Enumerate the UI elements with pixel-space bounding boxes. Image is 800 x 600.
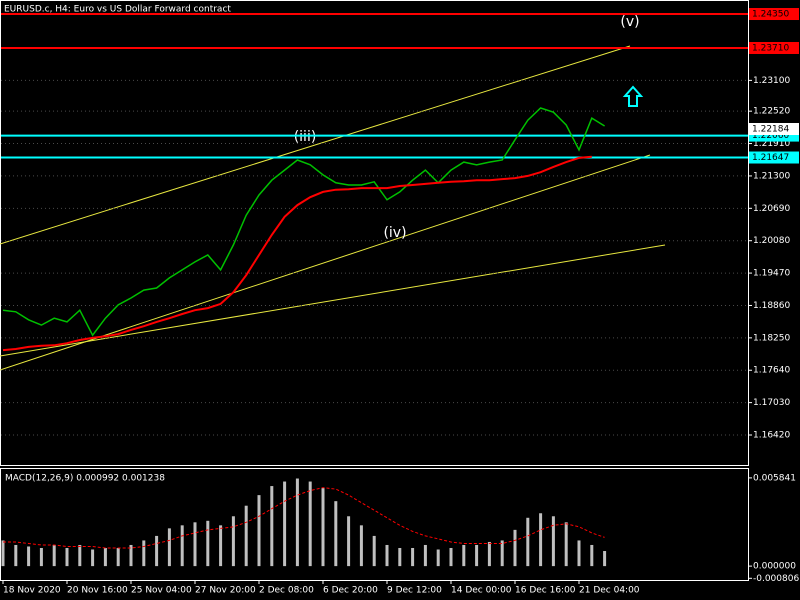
macd-bar — [27, 546, 31, 567]
macd-bar — [219, 525, 223, 567]
macd-bar — [500, 540, 504, 567]
level-label: 1.24350 — [752, 10, 789, 20]
y-tick-label: -0.000806 — [753, 574, 799, 584]
macd-bar — [513, 529, 517, 567]
level-box — [749, 8, 799, 21]
main-frame — [0, 0, 749, 466]
macd-bar — [116, 547, 120, 567]
signal-line — [3, 487, 605, 549]
x-tick-label: 16 Dec 16:00 — [515, 586, 576, 596]
macd-bar — [385, 544, 389, 567]
y-tick-label: 1.20690 — [753, 204, 790, 214]
macd-bar — [52, 544, 56, 567]
macd-bar — [449, 547, 453, 567]
macd-bar — [91, 549, 95, 567]
macd-bar — [14, 544, 18, 567]
macd-bar — [270, 486, 274, 567]
macd-bar — [551, 516, 555, 567]
level-box — [749, 151, 799, 164]
macd-bar — [347, 516, 351, 567]
macd-bar — [206, 520, 210, 567]
y-tick-label: 1.21910 — [753, 139, 790, 149]
macd-bar — [398, 547, 402, 567]
macd-bar — [372, 535, 376, 567]
x-tick-label: 20 Nov 16:00 — [67, 586, 128, 596]
x-tick-label: 9 Dec 12:00 — [387, 586, 442, 596]
y-tick-label: 0.005841 — [753, 473, 796, 483]
y-tick-label: 1.20080 — [753, 236, 790, 246]
macd-bar — [65, 547, 69, 567]
macd-bar — [526, 517, 530, 567]
level-label: 1.23710 — [752, 43, 789, 53]
channel-upper — [0, 45, 631, 245]
y-tick-label: 1.18860 — [753, 301, 790, 311]
y-tick-label: 1.19470 — [753, 269, 790, 279]
chart-title: EURUSD.c, H4: Euro vs US Dollar Forward … — [4, 5, 231, 15]
y-tick-label: 0.000000 — [753, 562, 796, 572]
trend-lines — [0, 45, 666, 371]
macd-bar — [295, 478, 299, 567]
y-tick-label: 1.18250 — [753, 333, 790, 343]
wave-label: (iii) — [294, 129, 317, 145]
macd-bar — [411, 547, 415, 567]
macd-bar — [129, 544, 133, 567]
macd-bar — [167, 528, 171, 567]
macd-bar — [39, 547, 43, 567]
macd-bar — [487, 541, 491, 567]
macd-bar — [423, 544, 427, 567]
wave-label: (iv) — [383, 225, 406, 241]
up-arrow — [622, 85, 644, 107]
macd-bar — [308, 481, 312, 567]
x-tick-label: 21 Dec 04:00 — [579, 586, 640, 596]
macd-bar — [359, 525, 363, 567]
level-box — [749, 41, 799, 54]
trend-line — [0, 244, 666, 357]
macd-bar — [180, 525, 184, 567]
macd-bar — [103, 547, 107, 567]
macd-bar — [257, 495, 261, 567]
level-label: 1.21647 — [752, 153, 789, 163]
moving-average — [2, 155, 592, 352]
wave-label: (v) — [620, 14, 639, 30]
x-tick-label: 18 Nov 2020 — [3, 586, 61, 596]
macd-bar — [321, 487, 325, 567]
macd-bar — [1, 540, 5, 567]
y-tick-label: 1.16420 — [753, 431, 790, 441]
macd-bar — [436, 549, 440, 567]
x-tick-label: 6 Dec 20:00 — [323, 586, 378, 596]
y-tick-label: 1.22520 — [753, 107, 790, 117]
level-label: 1.22060 — [752, 131, 789, 141]
price-line — [2, 107, 605, 337]
macd-bar — [539, 513, 543, 567]
macd-bar — [142, 540, 146, 567]
macd-title: MACD(12,26,9) 0.000992 0.001238 — [5, 474, 165, 484]
x-tick-label: 14 Dec 00:00 — [451, 586, 512, 596]
macd-bar — [231, 516, 235, 567]
macd-bar — [577, 540, 581, 567]
macd-bar — [193, 522, 197, 567]
last-price-label: 1.22184 — [752, 125, 789, 135]
macd-bar — [283, 481, 287, 567]
y-tick-label: 1.17640 — [753, 366, 790, 376]
last-price-box — [749, 123, 799, 136]
macd-bar — [334, 501, 338, 567]
macd-bar — [590, 544, 594, 567]
x-tick-label: 2 Dec 08:00 — [259, 586, 314, 596]
y-tick-label: 1.17030 — [753, 398, 790, 408]
y-tick-label: 1.23100 — [753, 76, 790, 86]
macd-frame — [0, 468, 749, 581]
x-tick-label: 25 Nov 04:00 — [131, 586, 192, 596]
macd-bar — [244, 505, 248, 567]
macd-bar — [462, 544, 466, 567]
channel-lower — [0, 154, 651, 371]
macd-bar — [155, 535, 159, 567]
macd-bar — [564, 522, 568, 567]
x-tick-label: 27 Nov 20:00 — [195, 586, 256, 596]
macd-bar — [78, 544, 82, 567]
macd-bar — [475, 544, 479, 567]
y-tick-label: 1.21300 — [753, 171, 790, 181]
macd-bar — [603, 551, 607, 567]
